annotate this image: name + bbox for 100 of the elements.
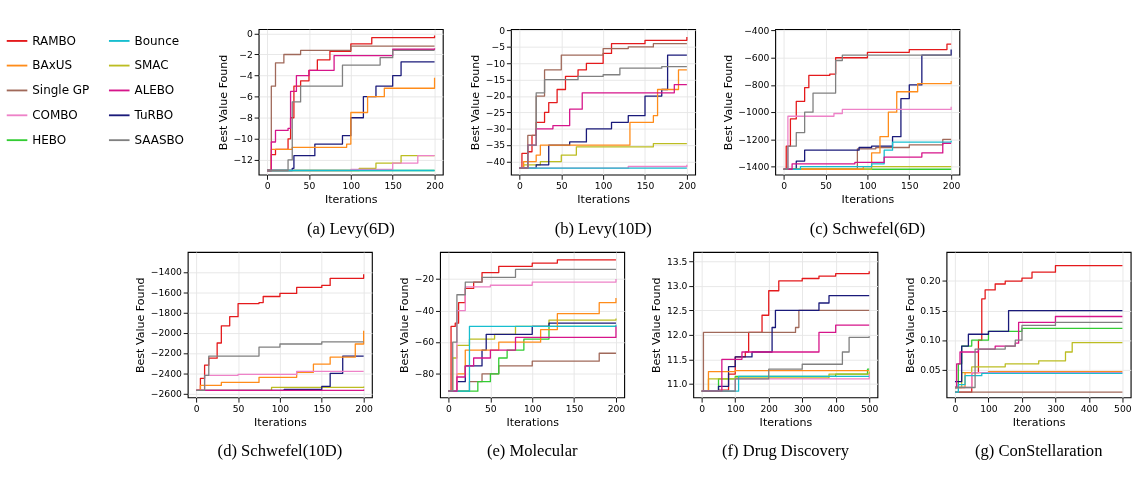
- y-tick-label: 0.10: [920, 334, 941, 346]
- y-tick-label: −2: [239, 48, 253, 60]
- y-tick-label: −40: [414, 304, 435, 316]
- x-tick-label: 0: [264, 179, 271, 191]
- x-tick-label: 100: [859, 179, 877, 191]
- x-tick-label: 150: [384, 179, 403, 191]
- x-axis-title: Iterations: [254, 415, 307, 429]
- y-tick-label: −30: [485, 123, 506, 135]
- y-axis-title: Best Value Found: [469, 54, 483, 151]
- y-axis-title: Best Value Found: [650, 277, 664, 374]
- y-tick-label: −2600: [150, 387, 183, 399]
- x-tick-label: 0: [952, 402, 959, 414]
- y-tick-label: 13.0: [666, 280, 688, 292]
- x-tick-label: 150: [313, 402, 332, 414]
- x-tick-label: 50: [485, 402, 497, 414]
- x-tick-label: 0: [516, 179, 523, 191]
- x-tick-label: 0: [446, 402, 453, 414]
- y-tick-label: 0.15: [920, 304, 941, 316]
- y-tick-label: −8: [239, 111, 253, 123]
- y-tick-label: 13.5: [666, 255, 688, 267]
- y-tick-label: −20: [414, 273, 435, 285]
- y-tick-label: −4: [239, 69, 253, 81]
- y-tick-label: −60: [414, 336, 435, 348]
- legend-label: COMBO: [32, 107, 78, 122]
- y-axis-title: Best Value Found: [134, 277, 148, 374]
- y-tick-label: −1400: [738, 160, 770, 172]
- y-tick-label: −400: [744, 24, 770, 36]
- x-tick-label: 100: [726, 402, 745, 414]
- y-tick-label: −800: [744, 79, 770, 91]
- y-tick-label: −2200: [150, 347, 183, 359]
- y-tick-label: −20: [485, 90, 506, 102]
- y-axis-title: Best Value Found: [398, 277, 412, 374]
- x-tick-label: 100: [594, 179, 613, 191]
- legend-label: Single GP: [32, 83, 90, 98]
- x-tick-label: 50: [303, 179, 316, 191]
- x-tick-label: 100: [980, 402, 998, 414]
- text: (d) Schwefel(10D): [217, 441, 343, 461]
- y-tick-label: −1400: [150, 266, 183, 278]
- y-tick-label: 0: [246, 27, 253, 39]
- text: (f) Drug Discovery: [722, 441, 850, 461]
- y-tick-label: −10: [233, 133, 253, 145]
- legend-label: RAMBO: [32, 33, 77, 48]
- legend-label: HEBO: [32, 132, 67, 147]
- y-tick-label: −1800: [150, 306, 183, 318]
- y-tick-label: 11.0: [666, 378, 688, 390]
- y-axis-title: Best Value Found: [216, 54, 230, 151]
- y-tick-label: −1600: [150, 286, 183, 298]
- y-tick-label: 12.5: [666, 304, 688, 316]
- x-tick-label: 150: [636, 179, 655, 191]
- x-tick-label: 300: [793, 402, 812, 414]
- x-tick-label: 400: [827, 402, 846, 414]
- x-tick-label: 0: [699, 402, 706, 414]
- x-tick-label: 100: [523, 402, 542, 414]
- y-tick-label: 0.05: [920, 363, 941, 375]
- text: (g) ConStellaration: [975, 441, 1104, 461]
- y-axis-title: Best Value Found: [903, 277, 917, 374]
- y-tick-label: −1000: [738, 106, 770, 118]
- x-tick-label: 500: [1114, 402, 1132, 414]
- x-tick-label: 200: [426, 179, 444, 191]
- text: (c) Schwefel(6D): [809, 218, 926, 238]
- x-tick-label: 150: [900, 179, 919, 191]
- legend-label: ALEBO: [134, 83, 175, 98]
- x-axis-title: Iterations: [324, 192, 378, 206]
- y-tick-label: −5: [491, 41, 506, 53]
- x-tick-label: 200: [1013, 402, 1032, 414]
- legend-label: SMAC: [134, 58, 169, 73]
- x-tick-label: 500: [860, 402, 879, 414]
- x-tick-label: 200: [355, 402, 374, 414]
- x-tick-label: 200: [760, 402, 779, 414]
- y-tick-label: −15: [485, 73, 506, 85]
- y-tick-label: −25: [485, 106, 506, 118]
- x-tick-label: 200: [942, 179, 961, 191]
- y-tick-label: −80: [414, 368, 435, 380]
- x-tick-label: 100: [271, 402, 290, 414]
- y-tick-label: −6: [239, 90, 253, 102]
- x-axis-title: Iterations: [506, 415, 560, 429]
- x-tick-label: 100: [342, 179, 361, 191]
- x-tick-label: 400: [1080, 402, 1099, 414]
- y-axis-title: Best Value Found: [721, 54, 735, 151]
- x-axis-title: Iterations: [1012, 415, 1066, 429]
- legend-label: Bounce: [134, 33, 180, 48]
- x-axis-title: Iterations: [577, 192, 631, 206]
- x-tick-label: 50: [232, 402, 245, 414]
- x-tick-label: 150: [565, 402, 584, 414]
- x-axis-title: Iterations: [759, 415, 813, 429]
- y-tick-label: 11.5: [666, 353, 688, 365]
- y-tick-label: −10: [485, 57, 506, 69]
- x-tick-label: 200: [607, 402, 626, 414]
- y-tick-label: −12: [233, 154, 253, 166]
- x-tick-label: 50: [820, 179, 833, 191]
- legend-label: TuRBO: [133, 107, 174, 122]
- y-tick-label: 0: [499, 24, 506, 36]
- text: (b) Levy(10D): [554, 218, 652, 238]
- x-tick-label: 0: [193, 402, 200, 414]
- x-axis-title: Iterations: [841, 192, 895, 206]
- legend-label: SAASBO: [134, 132, 184, 147]
- x-tick-label: 200: [678, 179, 697, 191]
- y-tick-label: 0.20: [920, 275, 941, 287]
- y-tick-label: −600: [744, 51, 770, 63]
- x-tick-label: 50: [555, 179, 568, 191]
